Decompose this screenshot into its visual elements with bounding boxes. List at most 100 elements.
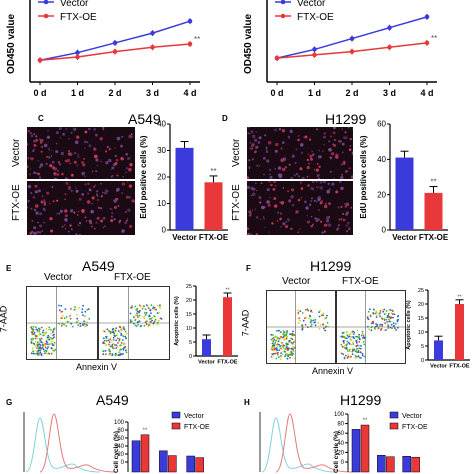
- flow-event: [346, 348, 348, 350]
- data-point: [75, 54, 80, 60]
- flow-event: [274, 352, 277, 355]
- flow-event: [46, 343, 49, 345]
- flow-event: [321, 314, 323, 317]
- flow-event: [304, 324, 307, 326]
- flow-event: [125, 337, 127, 339]
- y-tick-label: 20: [157, 173, 166, 182]
- flow-event: [81, 308, 84, 311]
- flow-event: [283, 338, 285, 341]
- flow-event: [37, 349, 40, 352]
- legend-swatch: [171, 422, 181, 430]
- flow-event: [285, 346, 288, 349]
- flow-event: [356, 338, 359, 341]
- flow-event: [43, 342, 46, 345]
- data-point: [274, 55, 280, 61]
- y-tick-label: 20: [117, 452, 124, 458]
- flow-event: [160, 318, 163, 320]
- flow-event: [318, 328, 321, 330]
- significance-label: **: [430, 177, 436, 186]
- flow-event: [282, 333, 285, 336]
- flow-event: [383, 319, 386, 321]
- panel-letter-d: D: [222, 114, 228, 123]
- flow-event: [369, 315, 372, 317]
- flow-event: [290, 350, 292, 353]
- flow-event: [118, 338, 121, 341]
- y-tick-label: 80: [117, 428, 124, 434]
- flow-event: [46, 336, 49, 339]
- panel-h-title: H1299: [340, 392, 382, 408]
- flow-event: [75, 308, 77, 311]
- flow-event: [32, 328, 35, 331]
- y-tick-label: 0: [121, 460, 125, 466]
- flow-event: [343, 346, 346, 349]
- flow-event: [282, 330, 285, 333]
- flow-event: [277, 329, 280, 332]
- flow-event: [272, 354, 275, 357]
- data-point: [187, 41, 193, 47]
- flow-event: [129, 312, 132, 315]
- flow-event: [53, 349, 55, 352]
- flow-event: [350, 343, 352, 346]
- flow-event: [45, 328, 48, 330]
- flow-event: [352, 341, 354, 344]
- flow-event: [60, 325, 63, 327]
- flow-event: [344, 337, 347, 340]
- flow-event: [50, 347, 53, 350]
- flow-event: [279, 358, 282, 361]
- flow-event: [356, 329, 359, 332]
- bar: [186, 455, 195, 473]
- flow-event: [43, 350, 46, 353]
- flow-event: [105, 339, 108, 342]
- flow-event: [38, 331, 41, 334]
- flow-event: [146, 305, 149, 308]
- flow-event: [111, 345, 114, 348]
- flow-event: [355, 342, 358, 344]
- flow-event: [358, 341, 361, 343]
- significance-label: **: [210, 167, 216, 176]
- flow-event: [131, 320, 134, 323]
- flow-event: [81, 311, 83, 314]
- flow-event: [51, 340, 53, 342]
- flow-event: [276, 338, 278, 340]
- y-tick-label: 0: [421, 358, 424, 364]
- flow-event: [108, 348, 110, 351]
- flow-event: [347, 341, 350, 344]
- flow-event: [34, 326, 37, 329]
- flow-event: [83, 323, 86, 325]
- flow-f-xaxis-label: Annexin V: [312, 366, 354, 376]
- flow-event: [31, 331, 33, 334]
- flow-event: [117, 342, 119, 344]
- flow-event: [340, 335, 343, 338]
- flow-event: [311, 311, 314, 314]
- y-tick-label: 0: [382, 226, 387, 235]
- flow-event: [350, 336, 353, 338]
- x-tick-label: 4 d: [183, 88, 196, 98]
- flow-event: [125, 332, 128, 335]
- flow-event: [304, 317, 306, 319]
- flow-event: [159, 304, 161, 307]
- flow-e-xaxis-label: Annexin V: [76, 362, 118, 372]
- flow-event: [50, 328, 52, 331]
- bar: [386, 456, 395, 473]
- x-tick-label: 2 d: [108, 88, 121, 98]
- flow-event: [144, 313, 147, 316]
- flow-event: [42, 348, 45, 351]
- flow-event: [45, 340, 48, 343]
- flow-event: [391, 313, 394, 315]
- y-tick-label: 20: [377, 190, 386, 199]
- micrograph-dots: [247, 127, 353, 179]
- flow-event: [384, 322, 386, 325]
- flow-event: [270, 333, 273, 336]
- flow-event: [284, 355, 287, 357]
- flow-event: [115, 347, 118, 349]
- x-tick-label: Vector: [198, 360, 216, 366]
- flow-event: [274, 336, 276, 339]
- flow-event: [284, 348, 287, 350]
- flow-event: [347, 355, 350, 358]
- flow-event: [382, 308, 384, 311]
- flow-event: [279, 355, 281, 358]
- y-tick-label: 0: [162, 226, 167, 235]
- flow-event: [65, 316, 68, 318]
- flow-event: [375, 323, 377, 325]
- flow-event: [392, 322, 395, 324]
